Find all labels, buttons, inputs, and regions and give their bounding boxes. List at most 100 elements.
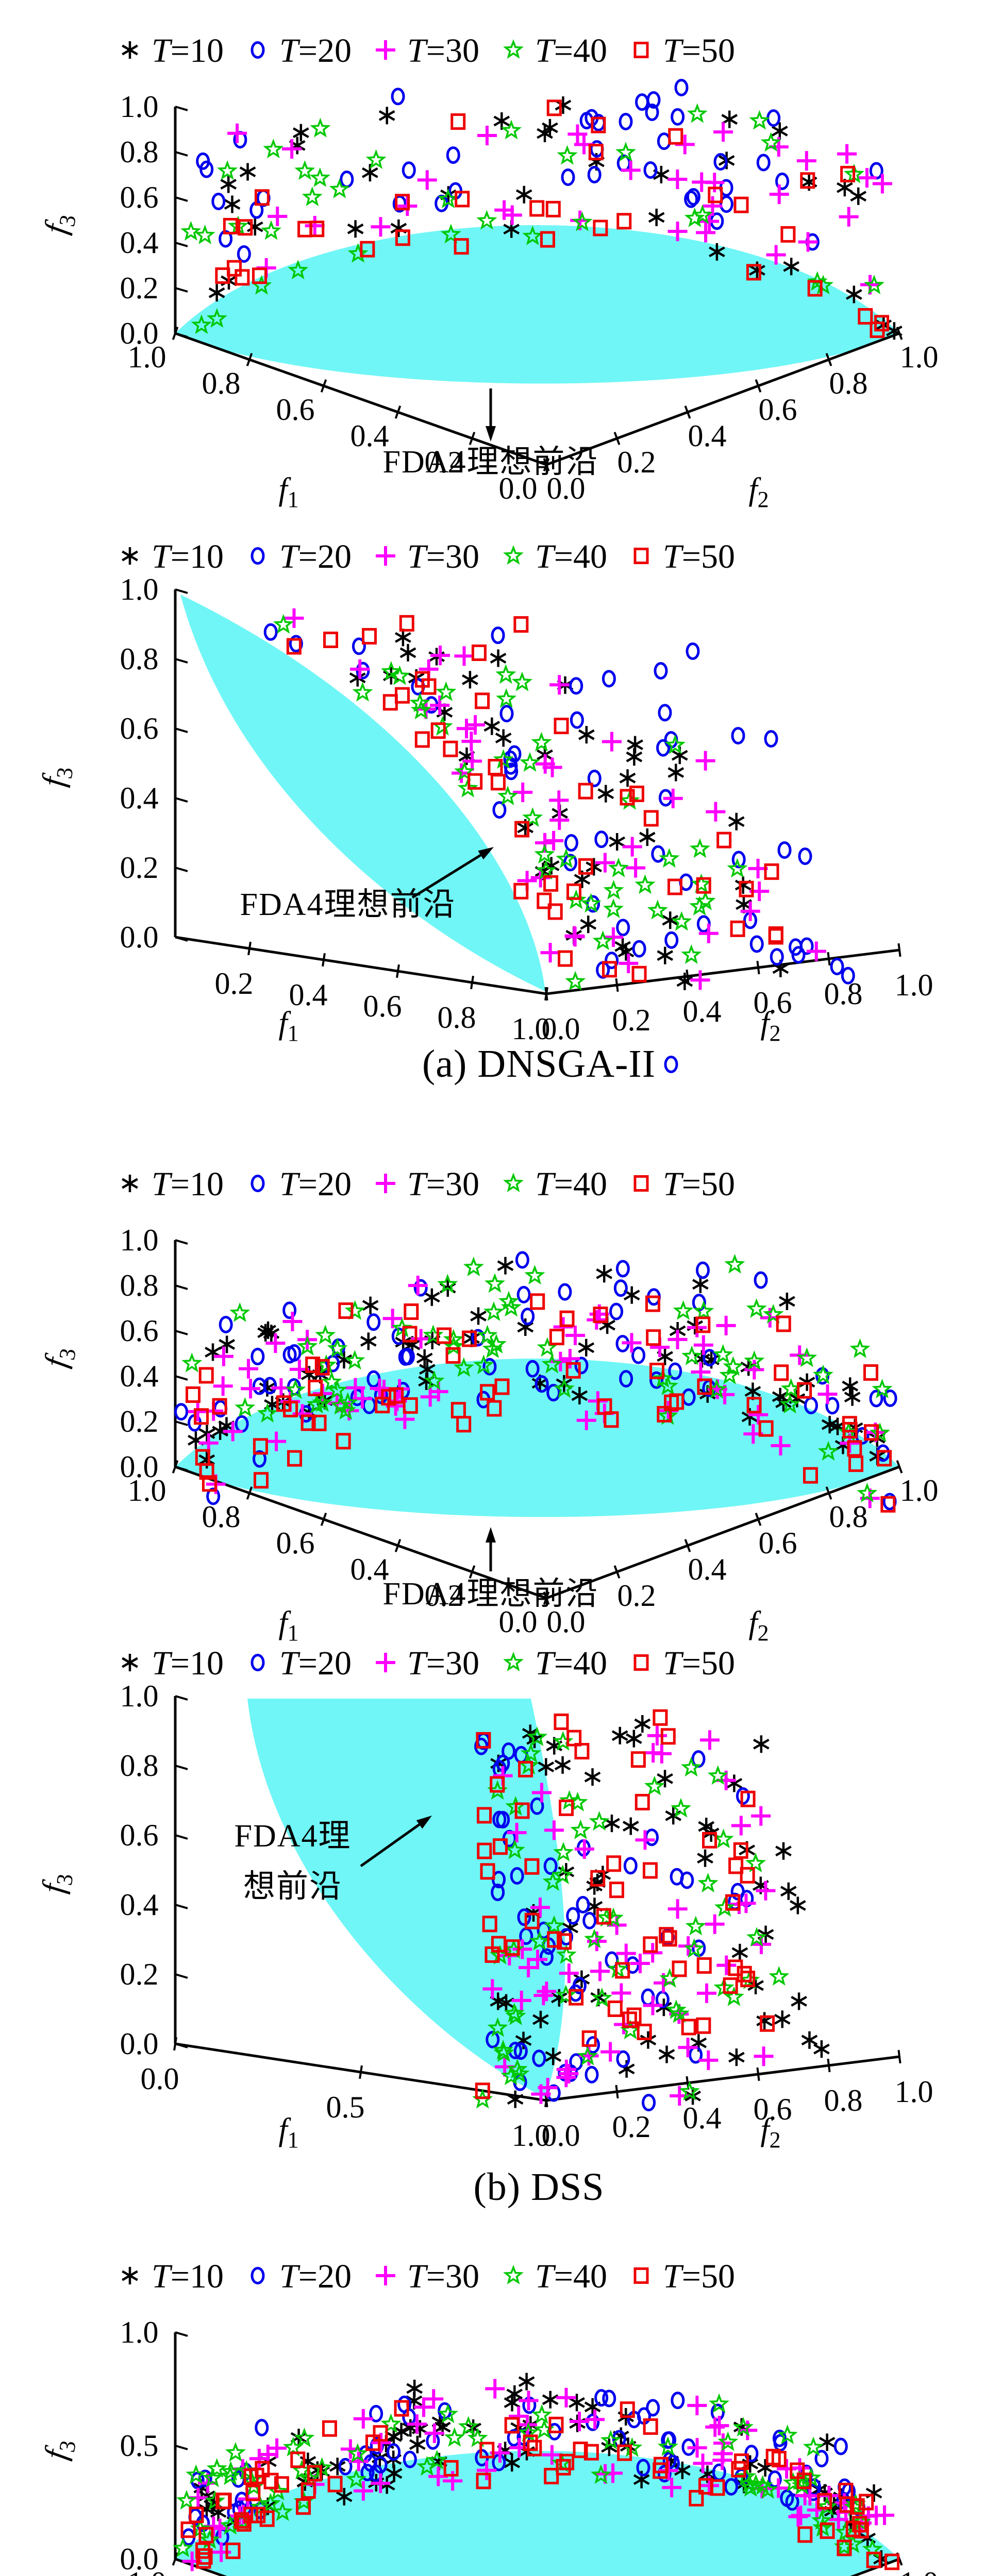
f2-tick-label: 0.6: [759, 1526, 797, 1560]
front-annotation-text: FDA4理想前沿: [382, 1577, 598, 1612]
f3-tick-label: 0.2: [120, 1404, 159, 1438]
f3-tick-label: 0.0: [120, 2542, 159, 2576]
legend-label: T=20: [279, 538, 352, 575]
square-icon: [633, 42, 649, 58]
scatter-series-t50: [186, 1293, 896, 1513]
f3-tick-label: 0.0: [120, 920, 159, 954]
f1-tick-label: 0.4: [289, 978, 328, 1012]
legend-item-t10: T=10: [122, 2258, 224, 2295]
asterisk-icon: [122, 2267, 138, 2284]
legend-item-t50: T=50: [633, 1645, 735, 1682]
f3-tick-label: 0.6: [120, 1314, 159, 1348]
f1-tick-label: 0.6: [276, 1526, 315, 1560]
legend: T=10 T=20 T=30 T=40 T=50: [122, 538, 735, 575]
plus-icon: [376, 1653, 395, 1672]
f3-tick-label: 0.8: [120, 1749, 159, 1783]
legend-label: T=20: [279, 1165, 352, 1203]
f2-tick-label: 0.0: [547, 1605, 586, 1639]
svg-text:f3: f3: [38, 1344, 81, 1370]
f2-tick-label: 1.0: [900, 340, 939, 374]
legend-item-t20: T=20: [251, 32, 352, 70]
f3-tick-label: 0.2: [120, 851, 159, 885]
f3-tick-label: 0.0: [120, 2027, 159, 2061]
plot-p1-dnsga-ii: FDA4理想前沿1.00.80.60.40.20.01.00.80.60.40.…: [38, 32, 938, 512]
axes: 1.00.80.60.40.20.00.00.51.00.0 0.2 0.4 0.6 0…: [36, 1679, 933, 2153]
legend-item-t10: T=10: [122, 1165, 224, 1203]
f2-tick-label: 0.8: [829, 1500, 868, 1534]
f3-tick-label: 0.8: [120, 1268, 159, 1302]
legend-item-t40: T=40: [503, 1645, 607, 1682]
front-annotation: FDA4理想前沿: [234, 1816, 432, 1904]
legend-item-t30: T=30: [376, 1645, 479, 1682]
f3-tick-label: 1.0: [120, 2315, 159, 2349]
f1-tick-label: 0.0: [499, 1605, 538, 1639]
f1-tick-label: 0.4: [350, 419, 389, 453]
front-annotation: FDA4理想前沿: [382, 1527, 598, 1612]
scatter-series-t50: [180, 2400, 900, 2570]
legend-label: T=40: [535, 1645, 607, 1682]
f1-tick-label: 0.2: [425, 1579, 463, 1613]
f3-tick-label: 0.5: [120, 2429, 159, 2463]
f2-tick-label: 0.6: [759, 393, 797, 427]
legend-item-t30: T=30: [376, 538, 479, 575]
legend-item-t40: T=40: [503, 2258, 607, 2295]
legend-label: T=10: [152, 538, 224, 575]
f3-tick-label: 0.0: [120, 1450, 159, 1484]
scatter-series-t40: [180, 103, 884, 334]
f2-tick-label: 0.2: [612, 2110, 651, 2144]
front-annotation-text: FDA4理想前沿: [240, 887, 456, 922]
caption-b: (b) DSS: [473, 2165, 605, 2209]
f3-tick-label: 1.0: [120, 1223, 159, 1257]
plus-icon: [376, 40, 395, 60]
f1-tick-label: 0.4: [350, 1552, 389, 1586]
square-icon: [633, 1175, 649, 1192]
legend-item-t10: T=10: [122, 538, 224, 575]
plus-icon: [376, 2266, 395, 2285]
svg-text:f1: f1: [278, 472, 298, 512]
f1-tick-label: 0.6: [276, 393, 315, 427]
legend-label: T=10: [152, 1645, 224, 1682]
f1-tick-label: 0.0: [141, 2062, 179, 2096]
f3-tick-label: 0.0: [120, 316, 159, 350]
axes: 1.00.80.60.40.20.01.00.80.60.40.20.0 0.00…: [38, 90, 938, 512]
f2-tick-label: 0.4: [688, 1552, 727, 1586]
legend: T=10 T=20 T=30 T=40 T=50: [122, 1165, 735, 1203]
legend-item-t50: T=50: [633, 2258, 735, 2295]
f1-tick-label: 0.8: [202, 366, 241, 400]
f2-tick-label: 1.0: [895, 968, 933, 1002]
legend-label: T=40: [535, 32, 607, 70]
legend-label: T=20: [279, 32, 352, 70]
legend-label: T=10: [152, 32, 224, 70]
legend-label: T=20: [279, 2258, 352, 2295]
legend-item-t40: T=40: [503, 538, 607, 575]
legend-label: T=30: [407, 1165, 479, 1203]
legend-item-t40: T=40: [503, 32, 607, 70]
f2-tick-label: 0.0: [542, 2119, 580, 2153]
legend-label: T=50: [663, 32, 735, 70]
legend-item-t10: T=10: [122, 32, 224, 70]
f3-tick-label: 0.8: [120, 135, 159, 169]
f3-tick-label: 1.0: [120, 90, 159, 124]
f3-tick-label: 0.6: [120, 711, 159, 745]
scatter-series-t50: [286, 615, 783, 982]
f3-tick-label: 0.4: [120, 1888, 159, 1922]
square-icon: [633, 548, 649, 564]
scatter-series-t30: [182, 2379, 895, 2571]
f2-tick-label: 0.0: [547, 471, 586, 505]
asterisk-icon: [122, 547, 138, 565]
front-annotation-text: FDA4理: [234, 1819, 351, 1854]
plot-p2-dnsga-ii: FDA4理想前沿 1.0 0.8 0.6 0.4 0.2 0.0 0.2 0.4 0.6 0.8 1.…: [36, 538, 933, 1073]
asterisk-icon: [122, 41, 138, 59]
f1-tick-label: 1.0: [512, 2119, 550, 2153]
legend-label: T=20: [279, 1645, 352, 1682]
legend-label: T=40: [535, 1165, 607, 1203]
legend-item-t10: T=10: [122, 1645, 224, 1682]
f2-tick-label: 0.2: [612, 1003, 651, 1037]
fda4-front-surface: [180, 595, 545, 991]
asterisk-icon: [122, 1175, 138, 1192]
scatter-series-t50: [475, 1709, 775, 2099]
f3-tick-label: 1.0: [120, 1679, 159, 1713]
legend-label: T=40: [535, 2258, 607, 2295]
f2-tick-label: 0.4: [683, 994, 722, 1028]
legend-label: T=10: [152, 2258, 224, 2295]
